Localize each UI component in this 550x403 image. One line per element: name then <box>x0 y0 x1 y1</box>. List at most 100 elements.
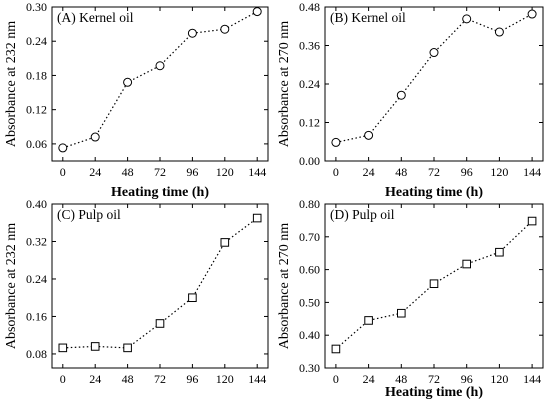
panel-d-point <box>462 259 471 269</box>
panel-b-point <box>429 48 439 58</box>
panel-a-xtick-label: 144 <box>248 165 266 179</box>
panel-b-point <box>527 9 537 19</box>
panel-b-label: (B) Kernel oil <box>330 10 406 25</box>
panel-d-xtick-label: 72 <box>428 372 440 386</box>
panel-d-xtick-label: 96 <box>461 372 473 386</box>
panel-c-plot-frame <box>51 203 269 369</box>
panel-a-point <box>58 143 68 153</box>
panel-a: 0 24 48 72 96 120 144 0.06 0.12 0.18 0.24 0.30 (A) … <box>4 0 269 200</box>
panel-c-ytick-label: 0.16 <box>26 309 47 323</box>
panel-d-ytick-label: 0.70 <box>299 230 320 244</box>
panel-a-ytick-label: 0.24 <box>26 34 47 48</box>
panel-c-xtick-label: 0 <box>60 372 66 386</box>
panel-d: 0 24 48 72 96 120 1440.300.400.500.600.700.80 … <box>277 197 544 400</box>
panel-c-series-line <box>62 217 258 349</box>
panel-d-ylabel: Absorbance at 270 nm <box>277 223 292 349</box>
panel-b-xtick-label: 96 <box>461 165 473 179</box>
panel-a-plot-frame <box>51 6 269 162</box>
panel-a-label: (A) Kernel oil <box>57 10 134 25</box>
panel-a-point <box>220 24 230 34</box>
panel-b-ytick-label: 0.00 <box>299 154 320 168</box>
panel-a-xtick-label: 96 <box>186 165 198 179</box>
panel-b-point <box>462 14 472 24</box>
panel-d-point <box>495 247 504 257</box>
panel-d-ytick-label: 0.60 <box>299 263 320 277</box>
panel-a-xtick-label: 120 <box>216 165 234 179</box>
panel-d-label: (D) Pulp oil <box>330 207 395 222</box>
panel-d-ytick-label: 0.30 <box>299 361 320 375</box>
panel-d-ytick-label: 0.40 <box>299 328 320 342</box>
panel-c-marks: 0 24 48 72 96 120 144 0.08 0.16 0.24 0.32 0.40 <box>26 197 268 386</box>
panel-b-plot-frame <box>324 6 544 162</box>
panel-c-ytick-label: 0.24 <box>26 272 47 286</box>
panel-a-ytick-label: 0.12 <box>26 103 47 117</box>
panel-b: 0 24 48 72 96 120 144 0.00 0.12 0.24 0.36 0.48 (B) … <box>277 0 544 200</box>
panel-a-ytick-label: 0.18 <box>26 68 47 82</box>
panel-a-xtick-label: 0 <box>60 165 66 179</box>
panel-b-ytick-label: 0.36 <box>299 39 320 53</box>
panel-c-point <box>188 293 197 303</box>
panel-d-marks: 0 24 48 72 96 120 144 0.30 0.40 0.50 0.60 0.70 0.80 <box>299 197 543 386</box>
panel-b-ytick-label: 0.24 <box>299 77 320 91</box>
panel-a-ylabel: Absorbance at 232 nm <box>4 21 19 147</box>
panel-a-ytick-label: 0.06 <box>26 137 47 151</box>
panel-b-xtick-label: 72 <box>428 165 440 179</box>
panel-c-ytick-label: 0.08 <box>26 347 47 361</box>
panel-d-xtick-label: 120 <box>490 372 508 386</box>
panel-c-xtick-label: 72 <box>154 372 166 386</box>
panel-d-xlabel: Heating time (h) <box>385 385 483 400</box>
panel-a-marks: 0 24 48 72 96 120 144 0.06 0.12 0.18 0.24 0.30 <box>26 0 268 179</box>
panel-c-point <box>123 343 132 353</box>
panel-d-ytick-label: 0.80 <box>299 197 320 211</box>
panel-b-xlabel: Heating time (h) <box>385 185 483 200</box>
panel-b-point <box>364 130 374 140</box>
panel-b-point <box>396 90 406 100</box>
panel-c-point <box>155 319 165 328</box>
panel-a-xlabel: Heating time (h) <box>111 185 209 200</box>
panel-b-ytick-label: 0.48 <box>299 0 320 14</box>
panel-d-point <box>364 316 373 325</box>
panel-b-xtick-label: 48 <box>395 165 407 179</box>
panel-a-xtick-label: 48 <box>122 165 134 179</box>
panel-d-point <box>397 308 406 318</box>
panel-d-plot-frame <box>324 203 544 369</box>
panel-b-point <box>331 137 341 147</box>
panel-c-xtick-label: 120 <box>216 372 234 386</box>
panel-b-xtick-label: 120 <box>490 165 508 179</box>
panel-d-xtick-label: 144 <box>523 372 541 386</box>
panel-c-xtick-label: 24 <box>89 372 101 386</box>
panel-b-ylabel: Absorbance at 270 nm <box>277 21 292 147</box>
panel-c-xtick-label: 48 <box>122 372 134 386</box>
panel-c-xtick-label: 144 <box>248 372 266 386</box>
panel-d-ytick-label: 0.50 <box>299 295 320 309</box>
panel-b-point <box>494 27 504 37</box>
panel-c-ytick-label: 0.32 <box>26 234 47 248</box>
panel-c-point <box>252 213 262 223</box>
panel-d-xtick-label: 24 <box>363 372 375 386</box>
panel-a-point <box>155 61 165 71</box>
panel-d-point <box>331 344 341 354</box>
panel-a-point <box>123 77 133 87</box>
panel-c: 0 24 48 72 96 120 144 0.08 0.16 0.24 0.32 0.40 (C) … <box>4 197 269 386</box>
panel-b-ytick-label: 0.12 <box>299 116 320 130</box>
panel-c-point <box>220 238 230 247</box>
panel-c-point <box>90 342 100 351</box>
panel-d-point <box>429 279 439 289</box>
panel-b-marks: 0 24 48 72 96 120 144 0.00 0.12 0.24 0.36 0.48 <box>299 0 543 179</box>
panel-a-ytick-label: 0.30 <box>26 0 47 14</box>
panel-a-point <box>187 28 197 38</box>
panel-b-xtick-label: 0 <box>333 165 339 179</box>
panel-c-ylabel: Absorbance at 232 nm <box>4 223 19 349</box>
panel-a-xtick-label: 24 <box>89 165 101 179</box>
panel-c-label: (C) Pulp oil <box>57 207 121 222</box>
panel-c-ytick-label: 0.40 <box>26 197 47 211</box>
panel-b-xtick-label: 24 <box>363 165 375 179</box>
panel-a-point <box>90 132 100 142</box>
panel-d-xtick-label: 0 <box>333 372 339 386</box>
panel-c-xtick-label: 96 <box>186 372 198 386</box>
panel-d-xtick-label: 48 <box>395 372 407 386</box>
panel-d-point <box>527 216 537 226</box>
panel-c-point <box>58 343 68 353</box>
panel-a-xtick-label: 72 <box>154 165 166 179</box>
